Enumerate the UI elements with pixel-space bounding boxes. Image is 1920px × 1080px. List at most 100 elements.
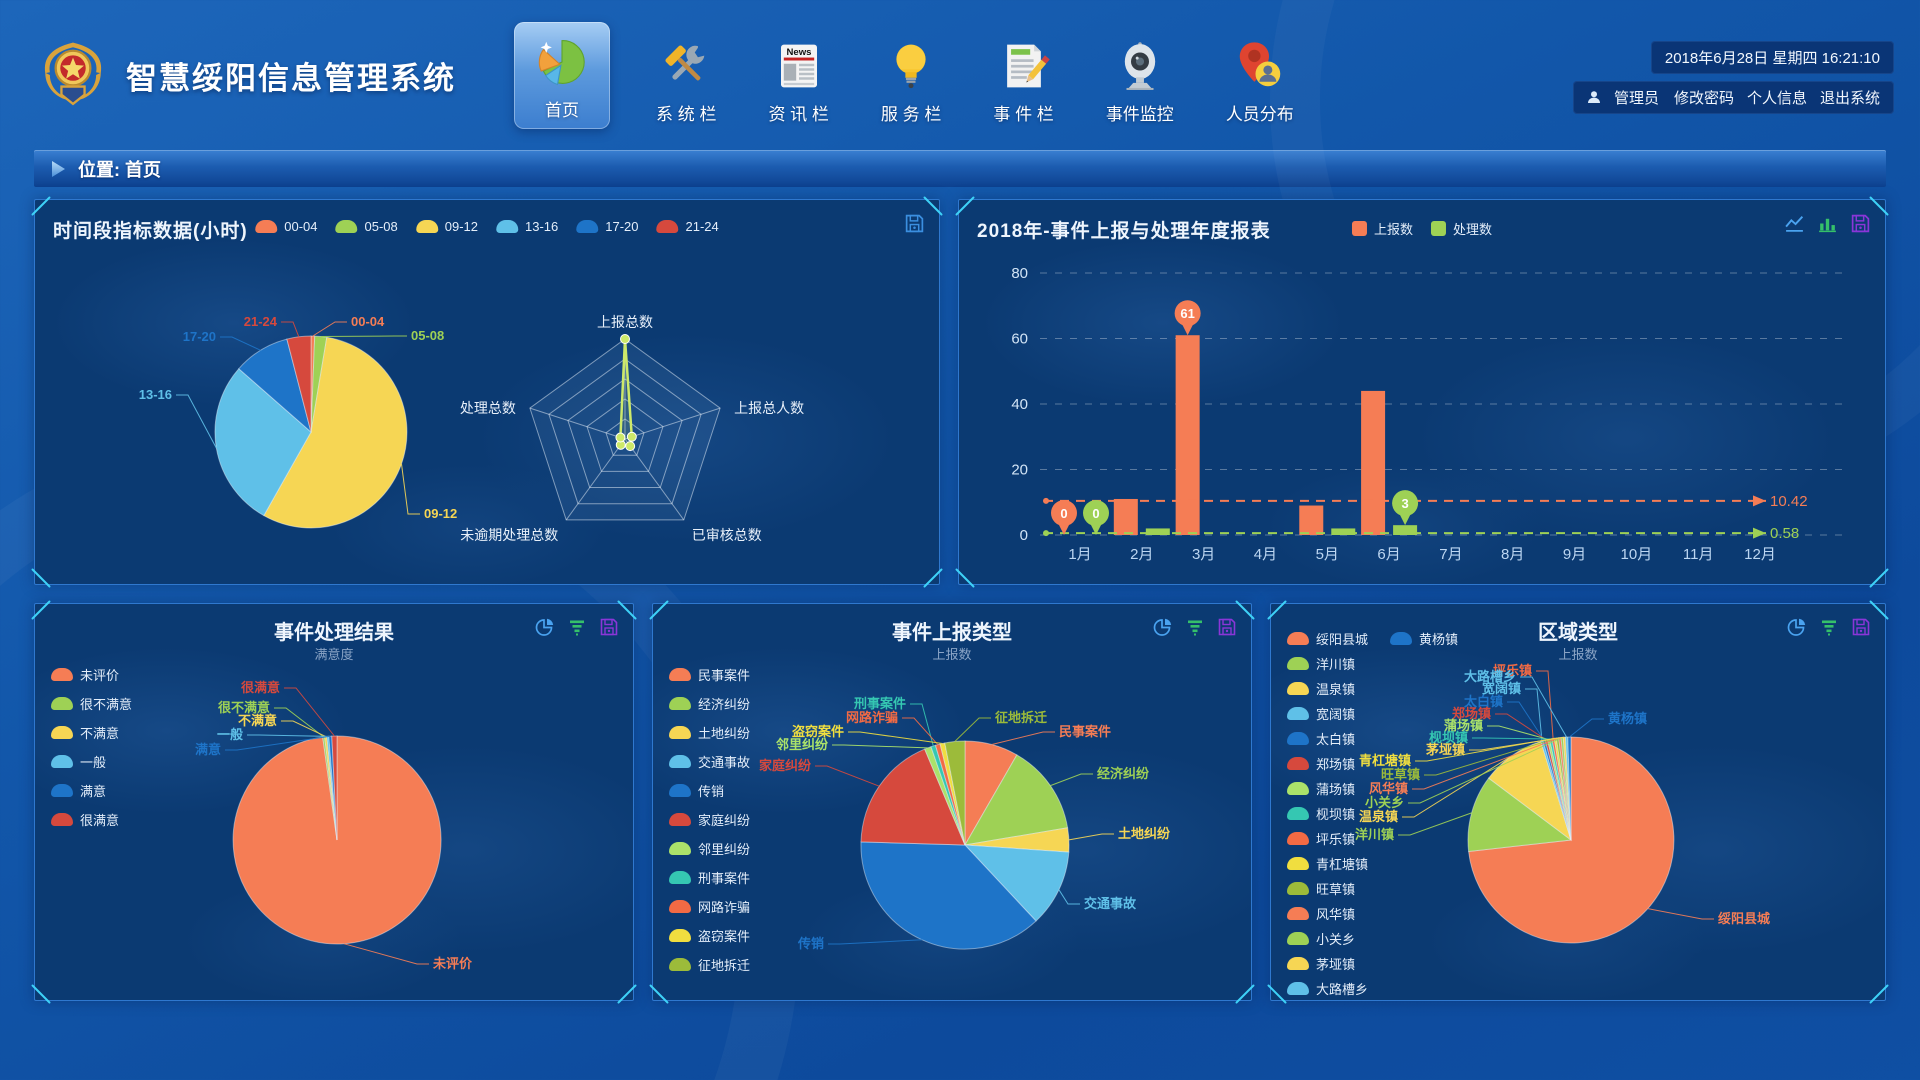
legend-item[interactable]: 家庭纠纷 <box>669 805 750 834</box>
legend-item[interactable]: 枧坝镇 <box>1287 801 1368 826</box>
legend-item[interactable]: 很满意 <box>51 805 132 834</box>
legend-marker <box>1390 632 1413 645</box>
legend-item[interactable]: 网路诈骗 <box>669 892 750 921</box>
user-bar: 管理员 修改密码 个人信息 退出系统 <box>1572 80 1894 114</box>
legend-marker <box>656 220 679 233</box>
legend-label: 民事案件 <box>698 668 751 683</box>
legend-label: 邻里纠纷 <box>698 842 751 857</box>
pie3d-icon <box>534 34 590 90</box>
legend-label: 处理数 <box>1453 222 1493 237</box>
legend-item[interactable]: 17-20 <box>576 219 639 234</box>
legend-marker <box>1287 932 1309 945</box>
pie-chart-icon[interactable] <box>1153 617 1173 637</box>
legend-item[interactable]: 处理数 <box>1431 219 1492 238</box>
panel-subtitle: 满意度 <box>314 647 354 662</box>
legend-item[interactable]: 宽阔镇 <box>1287 701 1368 726</box>
app-title: 智慧绥阳信息管理系统 <box>126 60 456 96</box>
legend-item[interactable]: 温泉镇 <box>1287 676 1368 701</box>
legend-label: 洋川镇 <box>1316 657 1356 672</box>
nav-item-events[interactable]: 事 件 栏 <box>987 30 1059 129</box>
legend-marker <box>1431 221 1446 236</box>
legend-marker <box>1287 632 1309 645</box>
legend-item[interactable]: 郑场镇 <box>1287 751 1368 776</box>
legend-item[interactable]: 蒲场镇 <box>1287 776 1368 801</box>
svg-text:4月: 4月 <box>1254 546 1277 563</box>
save-icon[interactable] <box>599 617 619 637</box>
svg-text:征地拆迁: 征地拆迁 <box>995 710 1047 725</box>
legend-label: 宽阔镇 <box>1316 707 1356 722</box>
svg-text:茅垭镇: 茅垭镇 <box>1426 742 1465 757</box>
nav-item-system[interactable]: 系 统 栏 <box>650 30 722 129</box>
funnel-icon[interactable] <box>1819 617 1839 637</box>
legend-item[interactable]: 13-16 <box>496 219 558 234</box>
news-icon: News <box>771 38 827 94</box>
legend-item[interactable]: 民事案件 <box>669 660 750 689</box>
panel-yearly-report: 2018年-事件上报与处理年度报表 上报数 处理数 <box>955 196 1889 588</box>
legend-item[interactable]: 经济纠纷 <box>669 689 750 718</box>
svg-text:9月: 9月 <box>1563 546 1586 563</box>
logout-link[interactable]: 退出系统 <box>1819 89 1880 107</box>
save-icon[interactable] <box>1217 617 1237 637</box>
legend-item[interactable]: 太白镇 <box>1287 726 1368 751</box>
svg-text:3月: 3月 <box>1192 546 1215 563</box>
save-icon[interactable] <box>1850 213 1871 234</box>
nav-label: 人员分布 <box>1225 104 1294 124</box>
nav-item-home[interactable]: 首页 <box>514 21 610 129</box>
legend-item[interactable]: 洋川镇 <box>1287 651 1368 676</box>
save-icon[interactable] <box>1851 617 1871 637</box>
legend-item[interactable]: 满意 <box>51 776 132 805</box>
legend-item[interactable]: 土地纠纷 <box>669 718 750 747</box>
legend-marker <box>669 929 691 942</box>
line-chart-icon[interactable] <box>1784 213 1805 234</box>
legend-item[interactable]: 旺草镇 <box>1287 876 1368 901</box>
legend-item[interactable]: 刑事案件 <box>669 863 750 892</box>
bar-chart-icon[interactable] <box>1817 213 1838 234</box>
svg-text:10月: 10月 <box>1621 546 1653 563</box>
funnel-icon[interactable] <box>567 617 587 637</box>
legend-item[interactable]: 坪乐镇 <box>1287 826 1368 851</box>
user-icon <box>1587 91 1600 103</box>
legend-item[interactable]: 上报数 <box>1351 219 1413 238</box>
svg-text:上报总人数: 上报总人数 <box>734 400 804 416</box>
legend-item[interactable]: 09-12 <box>415 219 478 234</box>
legend-item[interactable]: 盗窃案件 <box>669 921 750 950</box>
nav-label: 事件监控 <box>1105 104 1174 124</box>
nav-item-personnel[interactable]: 人员分布 <box>1220 30 1300 129</box>
legend-item[interactable]: 邻里纠纷 <box>669 834 750 863</box>
legend-item[interactable]: 绥阳县城 <box>1287 626 1368 651</box>
svg-text:未逾期处理总数: 未逾期处理总数 <box>460 527 558 543</box>
legend-item[interactable]: 一般 <box>51 747 132 776</box>
change-password-link[interactable]: 修改密码 <box>1673 89 1734 107</box>
legend-item[interactable]: 不满意 <box>51 718 132 747</box>
legend-label: 满意 <box>80 784 107 799</box>
legend-item[interactable]: 黄杨镇 <box>1390 626 1458 651</box>
legend-item[interactable]: 传销 <box>669 776 750 805</box>
legend-item[interactable]: 青杠塘镇 <box>1287 851 1368 876</box>
pie-chart-icon[interactable] <box>535 617 555 637</box>
pie-chart-icon[interactable] <box>1787 617 1807 637</box>
legend-marker <box>1287 982 1309 995</box>
legend-item[interactable]: 风华镇 <box>1287 901 1368 926</box>
legend-item[interactable]: 05-08 <box>335 219 398 234</box>
legend-item[interactable]: 大路槽乡 <box>1287 976 1368 1001</box>
personal-info-link[interactable]: 个人信息 <box>1746 89 1807 107</box>
save-icon[interactable] <box>904 213 925 234</box>
legend-item[interactable]: 很不满意 <box>51 689 132 718</box>
legend-item[interactable]: 征地拆迁 <box>669 950 750 979</box>
legend-item[interactable]: 未评价 <box>51 660 132 689</box>
svg-text:家庭纠纷: 家庭纠纷 <box>759 758 812 773</box>
nav-item-monitor[interactable]: 事件监控 <box>1100 30 1180 129</box>
legend-item[interactable]: 小关乡 <box>1287 926 1368 951</box>
legend-item[interactable]: 茅垭镇 <box>1287 951 1368 976</box>
legend-label: 家庭纠纷 <box>698 813 751 828</box>
legend-item[interactable]: 21-24 <box>656 219 719 234</box>
svg-text:61: 61 <box>1180 306 1194 321</box>
header-right: 2018年6月28日 星期四 16:21:10 管理员 修改密码 个人信息 退出… <box>1572 37 1894 114</box>
legend-item[interactable]: 交通事故 <box>669 747 750 776</box>
legend-item[interactable]: 00-04 <box>255 219 318 234</box>
funnel-icon[interactable] <box>1185 617 1205 637</box>
nav-item-service[interactable]: 服 务 栏 <box>875 30 947 129</box>
nav-item-news[interactable]: News 资 讯 栏 <box>762 30 834 129</box>
